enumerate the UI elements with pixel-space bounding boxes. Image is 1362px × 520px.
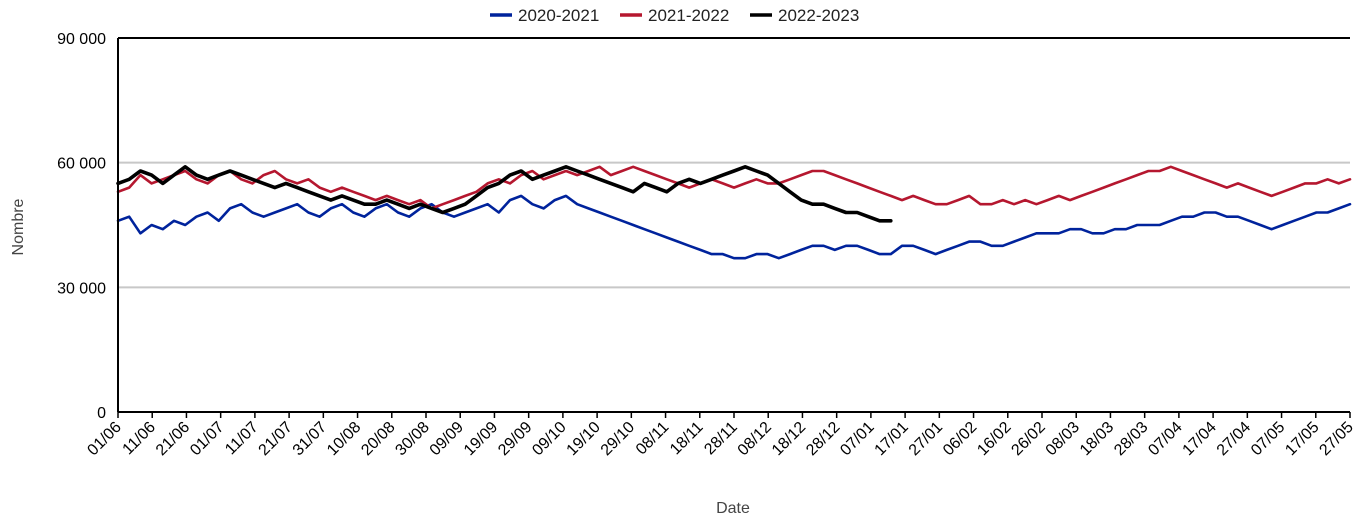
x-tick-label: 28/11 <box>701 419 741 459</box>
x-tick-label: 19/09 <box>461 419 501 459</box>
legend-label: 2021-2022 <box>648 6 729 25</box>
legend: 2020-2021 2021-2022 2022-2023 <box>490 6 859 25</box>
x-tick-label: 21/06 <box>153 419 193 459</box>
x-tick-label: 27/05 <box>1316 419 1356 459</box>
x-tick-label: 27/01 <box>906 419 946 459</box>
axes <box>117 37 1350 413</box>
x-tick-label: 18/03 <box>1077 419 1117 459</box>
x-tick-label: 09/10 <box>529 419 569 459</box>
x-tick-label: 31/07 <box>290 419 330 459</box>
series-line-2022-2023 <box>116 165 893 223</box>
x-tick-label: 18/11 <box>667 419 707 459</box>
x-tick-label: 07/05 <box>1248 419 1288 459</box>
x-tick-label: 17/05 <box>1282 419 1322 459</box>
x-tick-label: 19/10 <box>564 419 604 459</box>
x-tick-label: 07/01 <box>837 419 877 459</box>
x-tick-label: 17/01 <box>872 419 912 459</box>
x-tick-label: 08/11 <box>633 419 673 459</box>
x-tick-label: 18/12 <box>769 419 809 459</box>
x-tick-label: 20/08 <box>358 419 398 459</box>
x-tick-label: 10/08 <box>324 419 364 459</box>
x-tick-label: 29/09 <box>495 419 535 459</box>
y-axis-ticks: 0 30 000 60 000 90 000 <box>57 31 106 422</box>
legend-label: 2020-2021 <box>518 6 599 25</box>
x-tick-label: 28/03 <box>1111 419 1151 459</box>
x-axis-ticks: 01/0611/0621/0601/0711/0721/0731/0710/08… <box>84 412 1357 459</box>
x-tick-label: 09/09 <box>427 419 467 459</box>
x-tick-label: 11/06 <box>120 419 160 459</box>
series-line-2021-2022 <box>116 165 1352 210</box>
x-tick-label: 29/10 <box>598 419 638 459</box>
x-tick-label: 08/12 <box>735 419 775 459</box>
x-tick-label: 30/08 <box>392 419 432 459</box>
series-lines <box>116 165 1352 260</box>
x-axis-title: Date <box>716 500 750 517</box>
x-tick-label: 27/04 <box>1214 419 1254 459</box>
y-tick-label: 30 000 <box>57 280 106 297</box>
x-tick-label: 01/07 <box>187 419 227 459</box>
legend-label: 2022-2023 <box>778 6 859 25</box>
x-tick-label: 28/12 <box>803 419 843 459</box>
y-tick-label: 60 000 <box>57 156 106 173</box>
y-tick-label: 90 000 <box>57 31 106 48</box>
x-tick-label: 07/04 <box>1145 419 1185 459</box>
x-tick-label: 08/03 <box>1043 419 1083 459</box>
series-line-2020-2021 <box>116 194 1352 260</box>
x-tick-label: 01/06 <box>84 419 124 459</box>
y-tick-label: 0 <box>97 405 106 422</box>
x-tick-label: 11/07 <box>222 419 262 459</box>
x-tick-label: 26/02 <box>1008 419 1048 459</box>
x-tick-label: 17/04 <box>1180 419 1220 459</box>
x-tick-label: 16/02 <box>974 419 1014 459</box>
x-tick-label: 06/02 <box>940 419 980 459</box>
y-axis-title: Nombre <box>10 198 27 255</box>
x-tick-label: 21/07 <box>256 419 296 459</box>
gridlines <box>118 37 1350 289</box>
